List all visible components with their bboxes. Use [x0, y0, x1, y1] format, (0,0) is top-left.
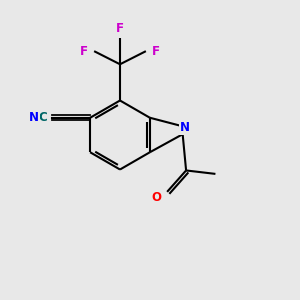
Text: O: O	[152, 191, 162, 204]
Text: F: F	[152, 45, 160, 58]
Text: C: C	[38, 111, 47, 124]
Text: F: F	[116, 22, 124, 35]
Text: N: N	[29, 111, 39, 124]
Text: F: F	[80, 45, 88, 58]
Text: N: N	[180, 121, 190, 134]
